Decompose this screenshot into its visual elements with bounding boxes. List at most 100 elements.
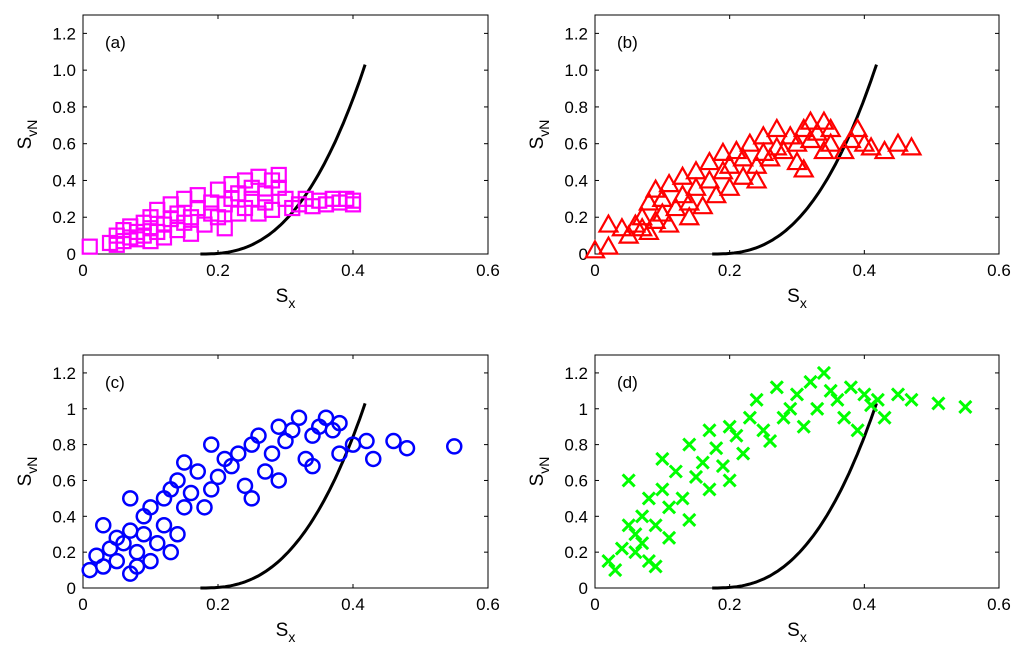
y-tick-label: 0.2 (564, 543, 588, 562)
panel-label: (d) (617, 373, 638, 392)
data-point (662, 530, 677, 545)
data-point (142, 552, 159, 570)
data-point (601, 554, 616, 569)
data-point (756, 423, 771, 438)
data-point (715, 459, 730, 474)
y-axis-label: SvN (527, 457, 552, 487)
data-point (698, 169, 721, 189)
x-tick-label: 0.6 (476, 261, 500, 280)
y-tick-label: 0.4 (564, 171, 588, 190)
data-point (789, 387, 805, 402)
data-point (688, 469, 704, 484)
plot-frame (82, 354, 489, 589)
data-point (81, 238, 98, 255)
x-axis-label: Sx (787, 286, 807, 311)
data-point (196, 499, 213, 516)
data-point (712, 160, 734, 180)
data-point (263, 201, 281, 218)
data-point (122, 490, 139, 507)
data-point (182, 225, 200, 242)
data-point (658, 213, 680, 233)
data-point (446, 438, 463, 455)
data-point (904, 392, 919, 407)
data-point (651, 202, 674, 222)
data-point (270, 472, 287, 489)
data-point (263, 445, 281, 462)
data-point (597, 213, 620, 233)
data-point (765, 117, 788, 138)
data-point (142, 499, 159, 516)
data-point (792, 158, 815, 178)
y-tick-label: 0 (579, 579, 588, 598)
y-tick-label: 0.8 (52, 436, 76, 455)
y-tick-label: 1 (579, 400, 588, 419)
data-point (597, 235, 620, 255)
data-point (837, 410, 852, 425)
data-point (655, 482, 670, 497)
data-point (682, 512, 697, 527)
data-point (216, 220, 233, 237)
data-point (931, 396, 946, 411)
y-tick-label: 1.2 (52, 364, 76, 383)
data-point (678, 205, 701, 226)
panel-label: (c) (105, 373, 125, 392)
data-point (358, 432, 375, 450)
data-point (678, 191, 701, 211)
data-point (857, 387, 872, 402)
x-tick-label: 0.2 (718, 261, 742, 280)
data-point (813, 110, 835, 130)
data-point (331, 445, 348, 462)
y-axis-label: SvN (15, 120, 40, 150)
data-point (644, 178, 667, 198)
data-point (398, 439, 416, 457)
y-tick-label: 0.2 (564, 208, 588, 227)
data-point (176, 499, 193, 516)
data-point (729, 428, 744, 443)
data-point (128, 558, 146, 575)
y-tick-label: 0.6 (52, 471, 76, 490)
reference-curve (200, 64, 367, 256)
y-tick-label: 0.4 (52, 507, 76, 526)
data-point (839, 128, 862, 149)
data-point (722, 419, 737, 434)
data-point (732, 147, 755, 167)
data-point (702, 482, 717, 497)
data-point (651, 187, 674, 207)
y-tick-label: 0.6 (564, 471, 588, 490)
x-tick-label: 0.4 (853, 261, 877, 280)
data-point (671, 165, 694, 185)
data-point (203, 436, 220, 453)
data-point (628, 545, 643, 560)
x-tick-label: 0.6 (476, 595, 500, 614)
data-point (257, 463, 274, 480)
x-axis-label: Sx (276, 620, 296, 645)
data-point (284, 422, 301, 439)
data-point (830, 392, 845, 407)
data-point (662, 500, 677, 515)
data-point (637, 220, 660, 241)
data-point (691, 194, 714, 215)
data-point (290, 409, 308, 426)
data-point (270, 166, 287, 184)
data-point (631, 205, 654, 226)
data-point (236, 477, 254, 495)
data-point (833, 139, 856, 160)
data-point (819, 117, 842, 138)
y-tick-label: 0.4 (52, 171, 76, 190)
x-axis-label: Sx (276, 286, 296, 311)
data-point (331, 414, 348, 432)
data-point (584, 239, 606, 259)
data-point (860, 136, 882, 156)
data-point (304, 457, 321, 475)
data-point (95, 517, 112, 534)
y-tick-label: 0 (67, 579, 76, 598)
data-point (870, 392, 885, 407)
data-point (877, 410, 892, 425)
x-tick-label: 0 (78, 261, 87, 280)
y-tick-label: 0 (579, 245, 588, 264)
data-point (763, 433, 778, 449)
data-point (698, 150, 721, 171)
data-point (648, 559, 663, 574)
data-point (796, 419, 811, 434)
